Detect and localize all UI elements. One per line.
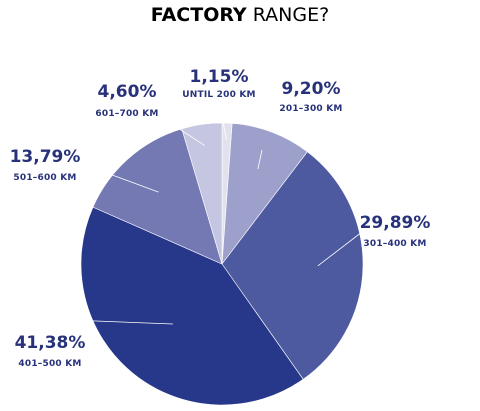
leader-lines xyxy=(69,99,363,325)
chart-title-bold: FACTORY xyxy=(151,4,247,26)
slice-category-label: 401–500 KM xyxy=(18,359,81,369)
leader-line xyxy=(149,109,205,146)
slice-category-label: 601–700 KM xyxy=(95,109,158,119)
leader-line xyxy=(69,319,173,325)
slice-category-label: 501–600 KM xyxy=(13,173,76,183)
slice-labels: 1,15% UNTIL 200 KM 9,20% 201–300 KM 29,89% 30… xyxy=(10,67,431,369)
slice-value-label: 1,15% xyxy=(190,67,249,87)
leader-line xyxy=(84,164,159,193)
slice-category-label: 201–300 KM xyxy=(279,104,342,114)
pie-slice xyxy=(92,128,223,265)
slice-value-label: 13,79% xyxy=(10,147,81,167)
pie-slice xyxy=(80,206,304,406)
chart-title: FACTORY RANGE? xyxy=(151,4,329,26)
pie-slice xyxy=(221,151,364,380)
pie-slice xyxy=(181,122,223,265)
pie-slices xyxy=(80,122,364,406)
leader-line xyxy=(218,99,227,141)
slice-value-label: 9,20% xyxy=(282,79,341,99)
leader-line xyxy=(317,231,363,267)
leader-line xyxy=(257,149,263,170)
slice-category-label: 301–400 KM xyxy=(363,239,426,249)
pie-slice xyxy=(221,123,308,265)
slice-category-label: UNTIL 200 KM xyxy=(182,90,255,100)
slice-value-label: 29,89% xyxy=(360,213,431,233)
slice-value-label: 41,38% xyxy=(15,333,86,353)
chart-title-light: RANGE? xyxy=(247,4,330,26)
slice-value-label: 4,60% xyxy=(98,82,157,102)
